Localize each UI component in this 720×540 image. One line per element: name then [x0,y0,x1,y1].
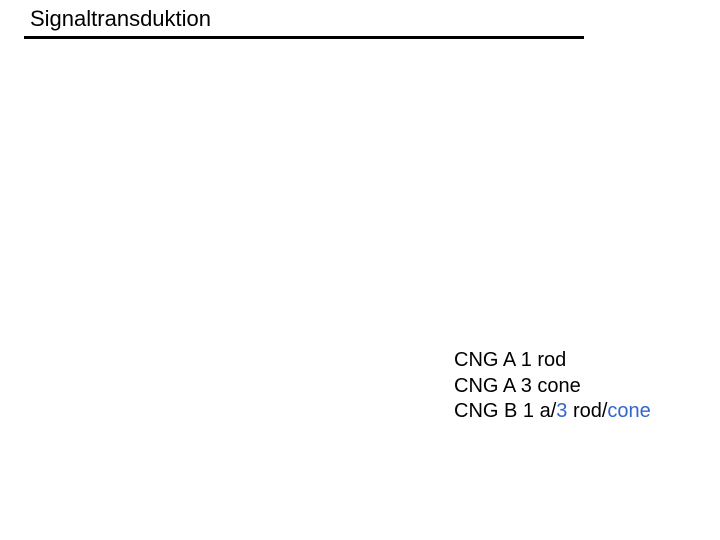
cng-b1a-part4-accent: cone [607,400,650,422]
cng-b1a-part3: rod/ [567,400,607,422]
title-underline [24,36,584,39]
slide-title: Signaltransduktion [30,6,211,32]
cng-list: CNG A 1 rod CNG A 3 cone CNG B 1 a/3 rod… [454,348,651,425]
cng-a3-cone: CNG A 3 cone [454,374,651,400]
slide: Signaltransduktion CNG A 1 rod CNG A 3 c… [0,0,720,540]
cng-b1a-part1: CNG B 1 a/ [454,400,556,422]
cng-a1-rod: CNG A 1 rod [454,348,651,374]
cng-b1a-part2-accent: 3 [556,400,567,422]
cng-b1a3-rod-cone: CNG B 1 a/3 rod/cone [454,399,651,425]
